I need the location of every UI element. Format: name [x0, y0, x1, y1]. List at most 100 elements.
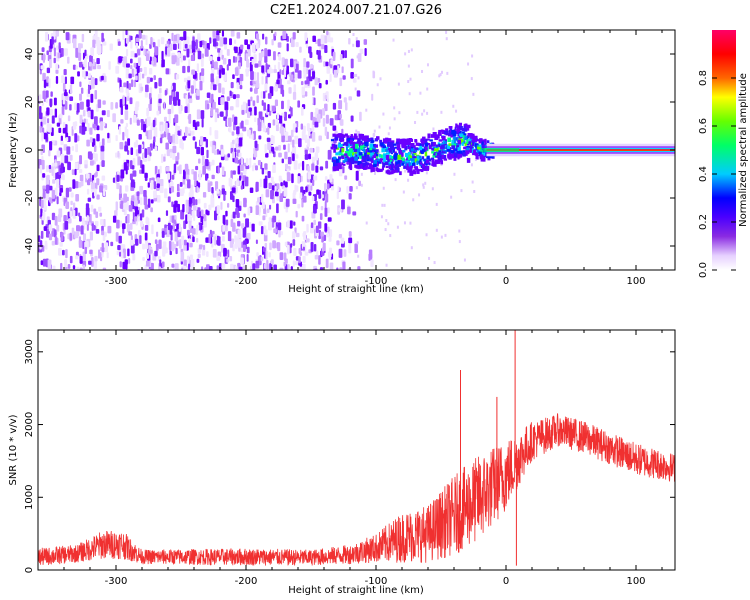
- noise-cell: [445, 37, 448, 41]
- noise-cell: [312, 225, 315, 230]
- noise-cell: [326, 97, 329, 103]
- noise-cell: [327, 217, 332, 222]
- noise-cell: [124, 145, 129, 152]
- noise-cell: [171, 174, 175, 180]
- noise-cell: [245, 218, 249, 228]
- noise-cell: [97, 64, 101, 70]
- noise-cell: [208, 56, 213, 62]
- signal-cell: [339, 149, 343, 153]
- signal-cell: [430, 141, 435, 147]
- noise-cell: [149, 67, 153, 75]
- noise-cell: [348, 231, 352, 237]
- noise-cell: [360, 172, 363, 176]
- noise-cell: [294, 184, 297, 194]
- signal-cell: [474, 139, 478, 143]
- noise-cell: [284, 163, 289, 170]
- noise-cell: [266, 208, 270, 214]
- noise-cell: [179, 36, 184, 41]
- noise-cell: [254, 140, 258, 149]
- noise-cell: [53, 229, 57, 238]
- noise-cell: [295, 210, 298, 218]
- noise-cell: [325, 61, 329, 67]
- noise-cell: [409, 77, 412, 81]
- signal-cell: [430, 134, 435, 138]
- signal-cell: [481, 152, 486, 156]
- noise-cell: [45, 98, 48, 104]
- noise-cell: [57, 52, 61, 59]
- noise-cell: [319, 267, 324, 270]
- signal-cell: [371, 137, 374, 141]
- noise-cell: [75, 255, 79, 260]
- noise-cell: [56, 224, 60, 232]
- noise-cell: [120, 200, 124, 210]
- noise-cell: [55, 30, 59, 37]
- signal-cell: [349, 139, 354, 145]
- spectrogram-ytick-label: 0: [24, 147, 35, 153]
- noise-cell: [332, 102, 337, 110]
- signal-cell: [372, 153, 377, 159]
- noise-cell: [146, 116, 151, 127]
- noise-cell: [289, 75, 293, 81]
- noise-cell: [277, 42, 282, 48]
- noise-cell: [186, 255, 190, 264]
- noise-cell: [42, 90, 46, 100]
- signal-cell: [361, 138, 364, 141]
- noise-cell: [313, 97, 316, 106]
- noise-cell: [106, 252, 109, 259]
- noise-cell: [115, 65, 120, 74]
- noise-cell: [96, 194, 100, 200]
- noise-cell: [54, 187, 58, 196]
- noise-cell: [144, 232, 148, 241]
- signal-cell: [374, 159, 377, 165]
- noise-cell: [373, 129, 376, 133]
- noise-cell: [177, 99, 181, 106]
- signal-cell: [355, 161, 359, 164]
- noise-cell: [126, 224, 131, 233]
- signal-cell: [422, 136, 426, 140]
- noise-cell: [88, 260, 92, 265]
- noise-cell: [133, 68, 137, 75]
- noise-cell: [217, 113, 220, 119]
- signal-cell: [381, 161, 385, 164]
- noise-cell: [343, 249, 347, 257]
- noise-cell: [91, 84, 95, 89]
- noise-cell: [161, 267, 164, 270]
- signal-cell: [407, 151, 411, 155]
- noise-cell: [101, 230, 105, 236]
- noise-cell: [380, 215, 383, 219]
- noise-cell: [40, 65, 45, 70]
- noise-cell: [229, 106, 234, 111]
- noise-cell: [151, 60, 154, 65]
- noise-cell: [260, 226, 264, 235]
- noise-cell: [250, 96, 253, 102]
- noise-cell: [239, 84, 243, 90]
- noise-cell: [154, 165, 158, 176]
- noise-cell: [101, 138, 105, 146]
- noise-cell: [297, 175, 301, 184]
- noise-cell: [79, 101, 84, 110]
- noise-cell: [124, 126, 127, 134]
- signal-cell: [353, 160, 357, 164]
- noise-cell: [130, 35, 133, 41]
- noise-cell: [203, 214, 207, 222]
- signal-cell: [403, 138, 407, 142]
- signal-cell: [363, 157, 367, 163]
- signal-cell: [438, 143, 442, 148]
- noise-cell: [51, 115, 55, 124]
- noise-cell: [363, 39, 368, 45]
- noise-cell: [229, 126, 232, 133]
- noise-cell: [251, 223, 255, 232]
- noise-cell: [268, 221, 272, 231]
- noise-cell: [134, 53, 138, 58]
- noise-cell: [122, 131, 125, 141]
- noise-cell: [144, 224, 149, 231]
- noise-cell: [419, 91, 422, 95]
- noise-cell: [200, 146, 204, 156]
- signal-cell: [374, 153, 379, 157]
- signal-cell: [362, 166, 367, 170]
- noise-cell: [175, 74, 180, 80]
- signal-cell: [352, 141, 356, 147]
- signal-cell: [479, 154, 484, 160]
- noise-cell: [321, 44, 325, 50]
